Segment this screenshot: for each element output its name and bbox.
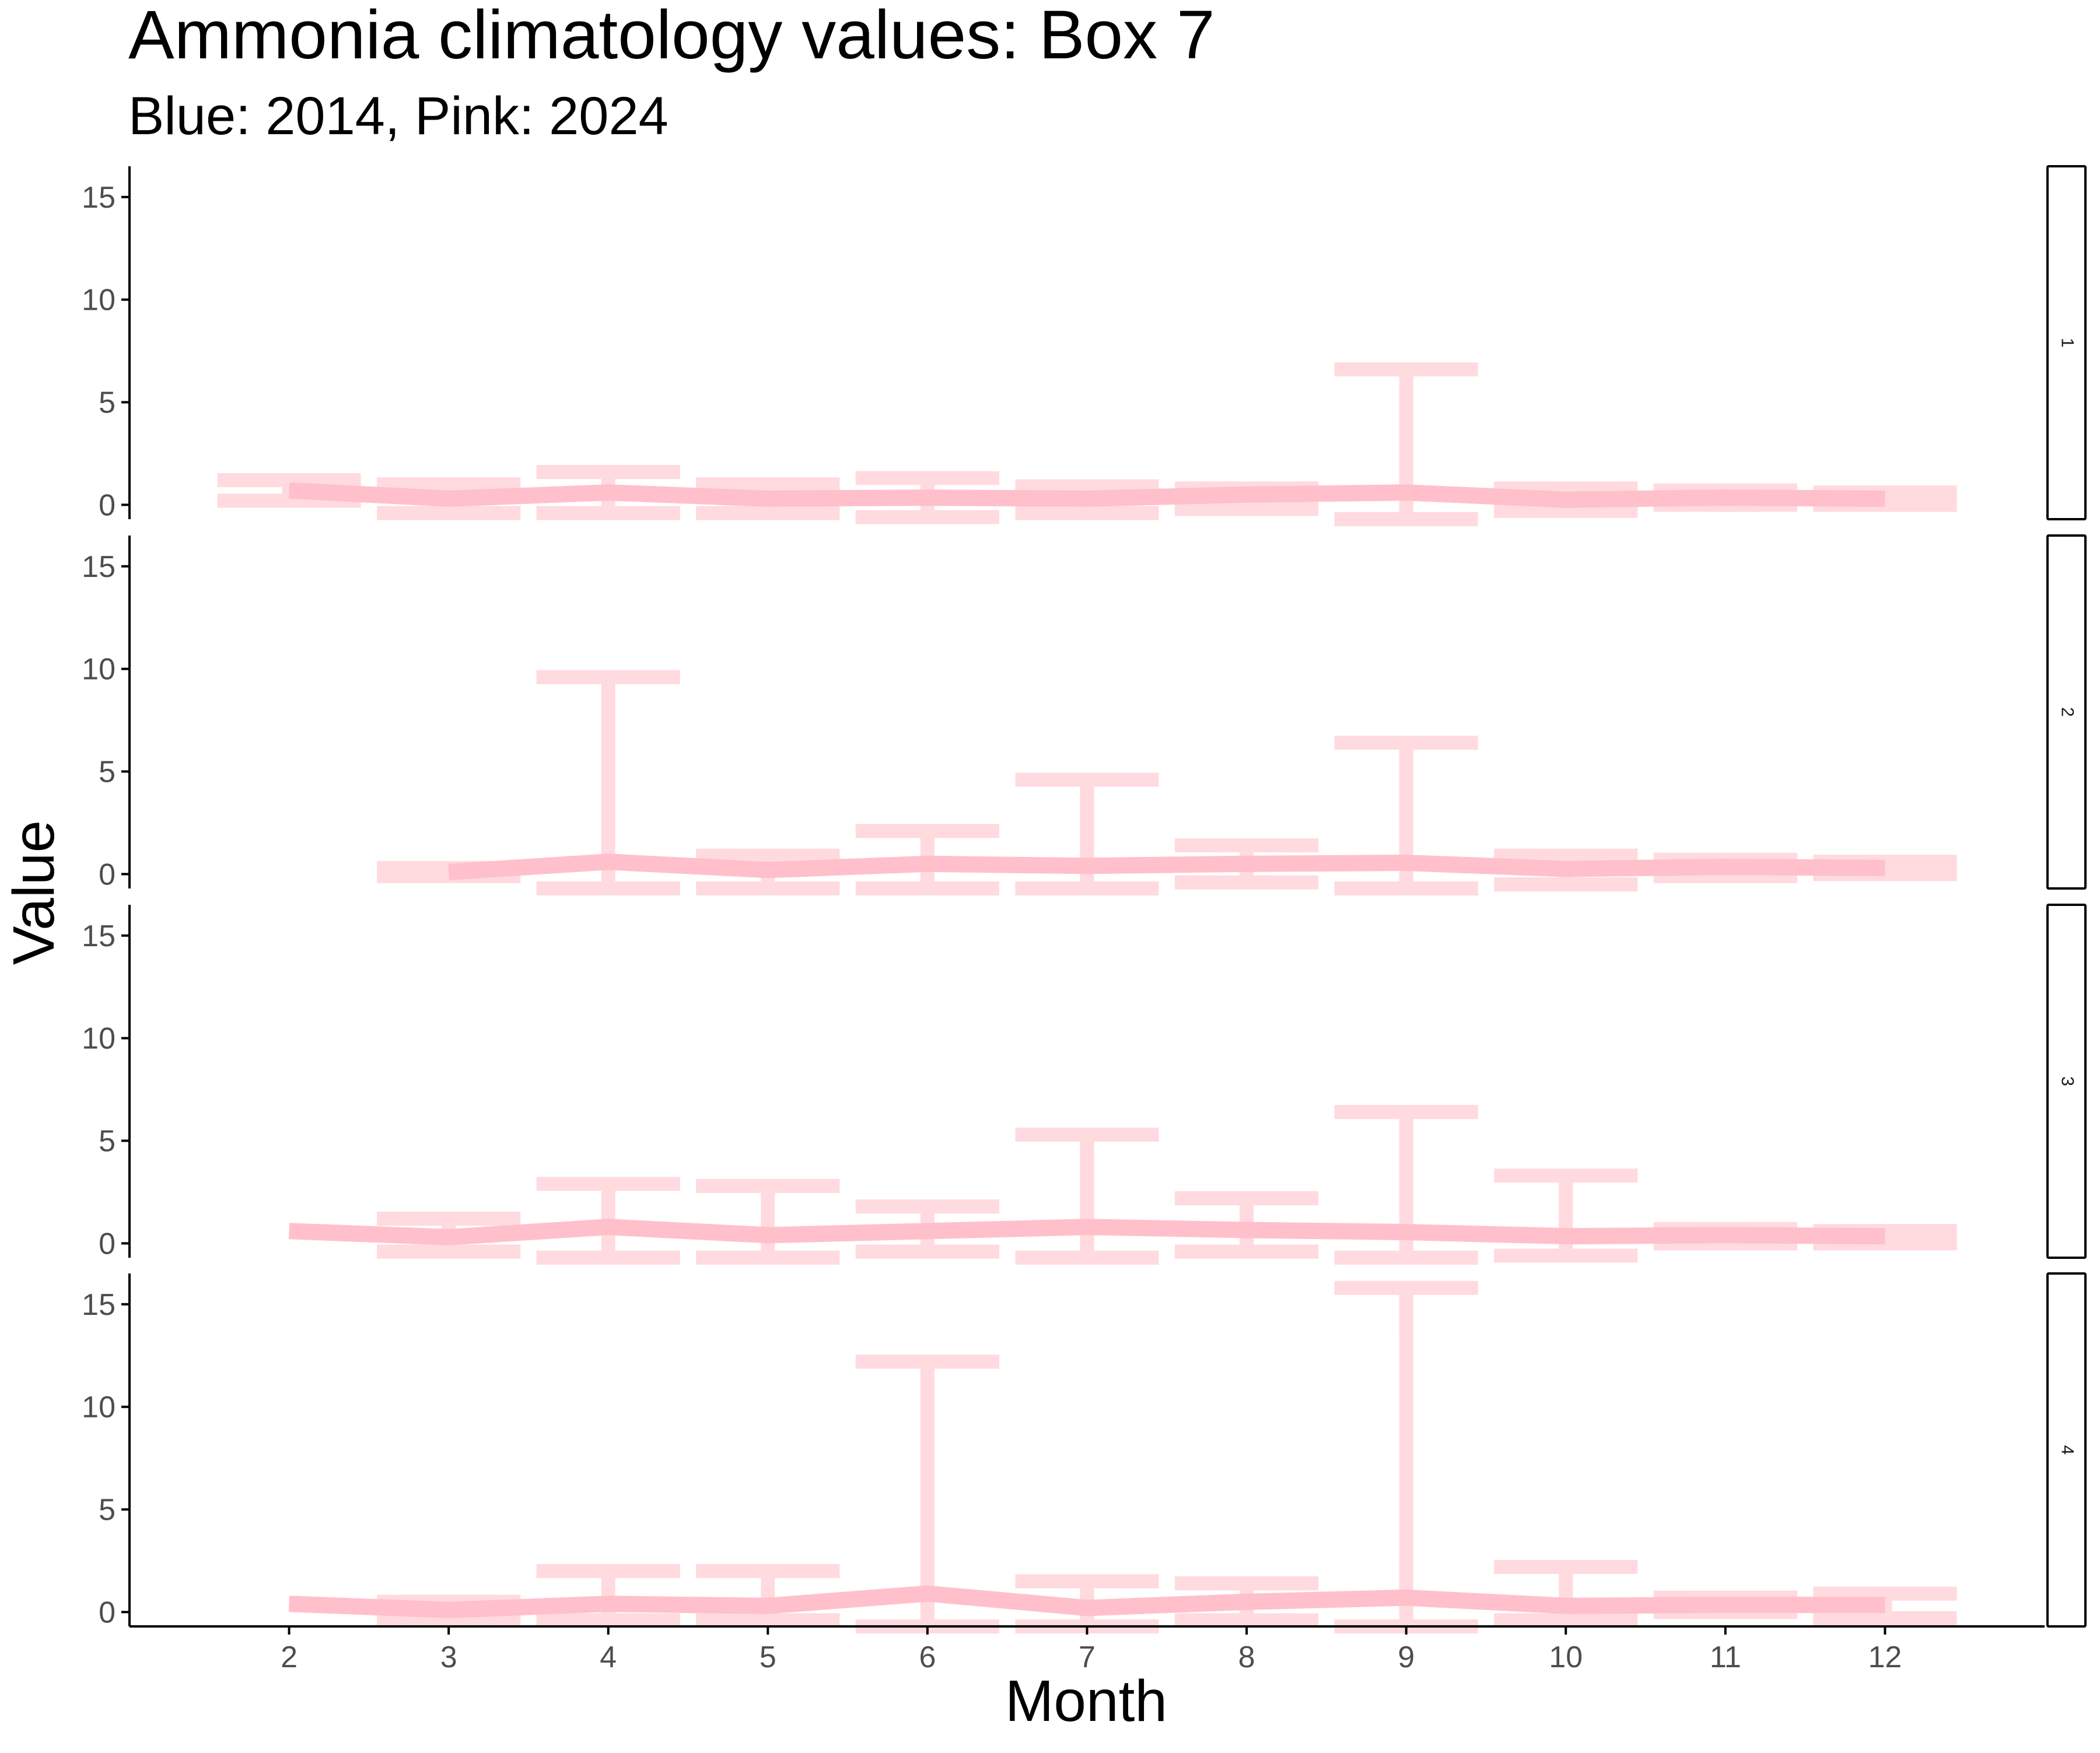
x-axis: 2 3 4 5 6 7 8 9 10 11 12 — [130, 1625, 2045, 1674]
x-tick-label: 7 — [1079, 1640, 1096, 1674]
y-tick-label: 10 — [82, 653, 116, 687]
errorbar — [1334, 1280, 1478, 1633]
y-tick-label: 15 — [82, 1288, 116, 1322]
y-tick-label: 5 — [99, 755, 116, 789]
errorbar — [536, 1564, 680, 1628]
x-tick-label: 9 — [1398, 1640, 1415, 1674]
x-tick-label: 12 — [1868, 1640, 1902, 1674]
facet-strip — [2046, 165, 2087, 520]
panel-4: 0 5 10 15 4 — [82, 1272, 2087, 1633]
series-line — [289, 1585, 1885, 1618]
facet-strip — [2046, 904, 2087, 1259]
chart-subtitle: Blue: 2014, Pink: 2024 — [128, 86, 668, 146]
x-tick-label: 8 — [1238, 1640, 1255, 1674]
x-tick-label: 11 — [1710, 1640, 1741, 1674]
x-axis-label: Month — [1005, 1668, 1167, 1734]
errorbar — [536, 670, 680, 895]
panel-2: 0 5 10 15 2 — [82, 534, 2087, 895]
x-tick-label: 10 — [1549, 1640, 1583, 1674]
errorbar — [696, 1178, 840, 1265]
y-axis-label: Value — [1, 820, 66, 965]
y-tick-label: 0 — [99, 858, 116, 891]
facet-strip — [2046, 534, 2087, 890]
series-line — [448, 853, 1885, 880]
panel-1: 0 5 10 15 1 — [82, 165, 2087, 526]
facet-strip-label: 2 — [2058, 707, 2077, 717]
panel-3: 0 5 10 15 3 — [82, 904, 2087, 1265]
y-tick-label: 5 — [99, 1493, 116, 1527]
y-tick-label: 0 — [99, 1595, 116, 1629]
chart-title: Ammonia climatology values: Box 7 — [128, 0, 1215, 74]
series-line — [289, 1219, 1885, 1245]
errorbar — [1015, 1127, 1159, 1265]
facet-strip-label: 4 — [2058, 1445, 2077, 1455]
x-tick-label: 5 — [760, 1640, 776, 1674]
y-tick-label: 10 — [82, 284, 116, 317]
y-tick-label: 0 — [99, 488, 116, 522]
y-tick-label: 15 — [82, 919, 116, 953]
x-tick-label: 2 — [281, 1640, 298, 1674]
y-tick-label: 15 — [82, 550, 116, 584]
y-tick-label: 5 — [99, 386, 116, 420]
x-tick-label: 4 — [600, 1640, 617, 1674]
series-line — [288, 482, 1885, 508]
facet-strip-label: 3 — [2058, 1076, 2077, 1086]
facet-strip — [2046, 1272, 2087, 1628]
y-tick-label: 10 — [82, 1391, 116, 1425]
x-tick-label: 6 — [919, 1640, 936, 1674]
facet-strip-label: 1 — [2058, 338, 2077, 348]
y-tick-label: 5 — [99, 1125, 116, 1159]
x-tick-label: 3 — [440, 1640, 457, 1674]
y-tick-label: 15 — [82, 181, 116, 215]
y-tick-label: 10 — [82, 1022, 116, 1056]
y-tick-label: 0 — [99, 1227, 116, 1261]
